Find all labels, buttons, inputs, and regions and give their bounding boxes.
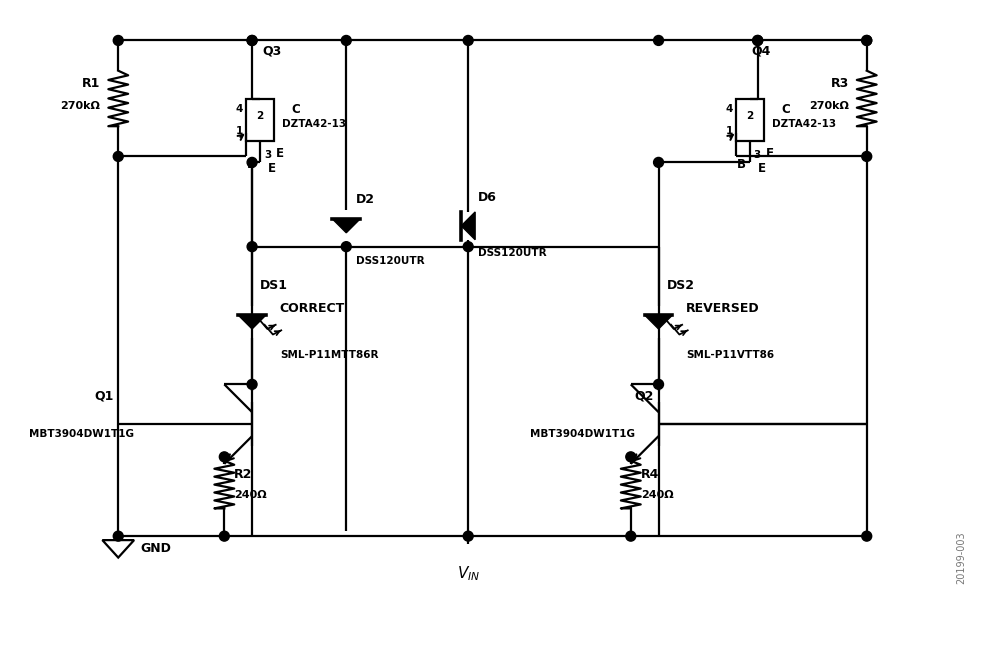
Bar (736, 99, 764, 141)
Text: 1: 1 (236, 125, 244, 136)
Text: 4: 4 (726, 104, 733, 114)
Text: R2: R2 (235, 468, 252, 481)
Circle shape (862, 36, 872, 45)
Text: 20199-003: 20199-003 (955, 532, 966, 584)
Text: 270kΩ: 270kΩ (809, 101, 848, 111)
Circle shape (862, 531, 872, 541)
Text: 4: 4 (236, 104, 244, 114)
Circle shape (626, 531, 635, 541)
Circle shape (862, 152, 872, 162)
Text: Q3: Q3 (262, 45, 281, 57)
Polygon shape (644, 315, 673, 329)
Circle shape (342, 36, 352, 45)
Circle shape (247, 36, 257, 45)
Text: DS1: DS1 (260, 279, 288, 292)
Text: E: E (276, 147, 284, 160)
Circle shape (219, 452, 229, 462)
Text: DSS120UTR: DSS120UTR (478, 247, 547, 258)
Text: 3: 3 (264, 151, 271, 160)
Text: Q1: Q1 (94, 390, 113, 402)
Circle shape (113, 152, 123, 162)
Circle shape (219, 531, 229, 541)
Circle shape (654, 158, 664, 167)
Polygon shape (239, 315, 266, 329)
Circle shape (464, 531, 473, 541)
Circle shape (654, 379, 664, 390)
Text: MBT3904DW1T1G: MBT3904DW1T1G (529, 429, 634, 439)
Text: E: E (758, 162, 766, 176)
Text: Q4: Q4 (752, 45, 771, 57)
Circle shape (862, 36, 872, 45)
Text: SML-P11MTT86R: SML-P11MTT86R (280, 349, 378, 360)
Text: SML-P11VTT86: SML-P11VTT86 (686, 349, 775, 360)
Circle shape (247, 158, 257, 167)
Text: 270kΩ: 270kΩ (61, 101, 100, 111)
Text: GND: GND (140, 543, 171, 556)
Text: D2: D2 (356, 193, 375, 206)
Text: C: C (782, 103, 791, 116)
Circle shape (753, 36, 763, 45)
Circle shape (247, 242, 257, 252)
Text: R4: R4 (640, 468, 659, 481)
Polygon shape (462, 212, 475, 240)
Circle shape (654, 36, 664, 45)
Text: C: C (292, 103, 300, 116)
Circle shape (247, 379, 257, 390)
Circle shape (464, 242, 473, 252)
Text: $V_{IN}$: $V_{IN}$ (457, 564, 480, 583)
Circle shape (342, 242, 352, 252)
Text: 3: 3 (754, 151, 761, 160)
Text: DZTA42-13: DZTA42-13 (282, 119, 346, 129)
Circle shape (626, 452, 635, 462)
Text: R3: R3 (831, 77, 848, 90)
Text: DS2: DS2 (667, 279, 694, 292)
Text: D6: D6 (478, 191, 497, 204)
Text: E: E (766, 147, 774, 160)
Text: Q2: Q2 (634, 390, 654, 402)
Text: DZTA42-13: DZTA42-13 (772, 119, 836, 129)
Text: R1: R1 (82, 77, 100, 90)
Circle shape (753, 36, 763, 45)
Circle shape (113, 36, 123, 45)
Circle shape (113, 531, 123, 541)
Text: 1: 1 (726, 125, 733, 136)
Text: 240Ω: 240Ω (640, 490, 674, 499)
Text: DSS120UTR: DSS120UTR (356, 256, 425, 266)
Text: E: E (268, 162, 276, 176)
Text: CORRECT: CORRECT (280, 302, 345, 315)
Polygon shape (332, 219, 360, 233)
Text: 2: 2 (256, 111, 263, 121)
Circle shape (247, 36, 257, 45)
Text: 2: 2 (746, 111, 753, 121)
Text: B: B (736, 158, 745, 171)
Text: 240Ω: 240Ω (235, 490, 267, 499)
Polygon shape (102, 540, 135, 557)
Text: MBT3904DW1T1G: MBT3904DW1T1G (29, 429, 134, 439)
Text: B: B (247, 158, 256, 171)
Bar (246, 99, 274, 141)
Circle shape (464, 36, 473, 45)
Text: REVERSED: REVERSED (686, 302, 760, 315)
